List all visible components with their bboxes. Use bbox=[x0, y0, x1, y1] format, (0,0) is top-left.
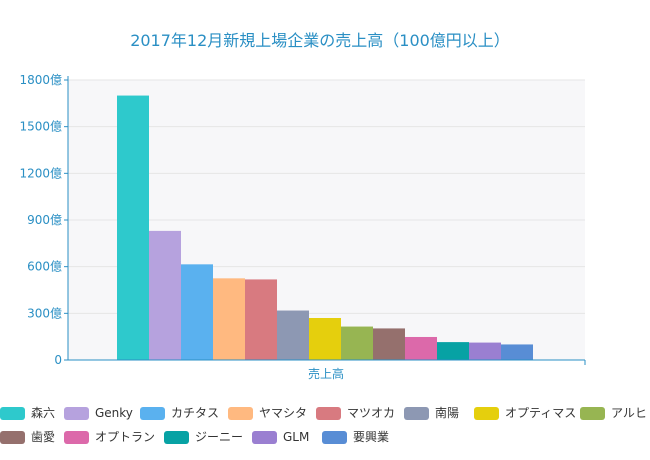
legend-swatch bbox=[164, 431, 189, 444]
legend-label: オプティマス bbox=[505, 406, 576, 420]
bar-5 bbox=[245, 279, 277, 360]
bar-9 bbox=[373, 328, 405, 360]
chart-title: 2017年12月新規上場企業の売上高（100億円以上） bbox=[130, 31, 510, 50]
y-axis-labels: 0 300億 600億 900億 1200億 1500億 1800億 bbox=[19, 73, 62, 367]
y-tick-label: 900億 bbox=[27, 213, 62, 227]
bar-2 bbox=[149, 230, 181, 360]
bars bbox=[117, 95, 533, 361]
legend-item-4[interactable]: ヤマシタ bbox=[228, 406, 307, 420]
legend-item-9[interactable]: 歯愛 bbox=[0, 430, 55, 444]
legend-item-3[interactable]: カチタス bbox=[140, 406, 219, 420]
bar-1 bbox=[117, 95, 149, 361]
bar-6 bbox=[277, 310, 309, 360]
legend-item-2[interactable]: Genky bbox=[64, 406, 133, 420]
legend-label: ジーニー bbox=[195, 430, 243, 444]
bar-8 bbox=[341, 326, 373, 360]
legend-item-6[interactable]: 南陽 bbox=[404, 405, 459, 420]
legend-swatch bbox=[0, 407, 25, 420]
bar-13 bbox=[501, 344, 533, 360]
legend-item-8[interactable]: アルヒ bbox=[580, 406, 647, 420]
legend-item-1[interactable]: 森六 bbox=[0, 405, 55, 420]
legend-label: GLM bbox=[283, 430, 309, 444]
legend-label: Genky bbox=[95, 406, 133, 420]
legend-swatch bbox=[140, 407, 165, 420]
bar-3 bbox=[181, 264, 213, 360]
legend-item-11[interactable]: ジーニー bbox=[164, 430, 243, 444]
legend-swatch bbox=[404, 407, 429, 420]
y-tick-label: 1800億 bbox=[19, 73, 62, 87]
legend-item-5[interactable]: マツオカ bbox=[316, 406, 395, 420]
legend-label: 南陽 bbox=[435, 405, 459, 420]
legend-swatch bbox=[252, 431, 277, 444]
legend-swatch bbox=[580, 407, 605, 420]
legend-item-7[interactable]: オプティマス bbox=[474, 406, 576, 420]
y-tick-label: 600億 bbox=[27, 260, 62, 274]
y-tick-label: 0 bbox=[54, 353, 62, 367]
y-tick-label: 300億 bbox=[27, 306, 62, 320]
legend-swatch bbox=[316, 407, 341, 420]
legend-label: マツオカ bbox=[347, 406, 395, 420]
legend-label: カチタス bbox=[171, 406, 219, 420]
axes bbox=[64, 76, 586, 365]
bar-4 bbox=[213, 278, 245, 360]
legend-swatch bbox=[64, 407, 89, 420]
legend-swatch bbox=[228, 407, 253, 420]
legend-item-12[interactable]: GLM bbox=[252, 430, 309, 444]
bar-11 bbox=[437, 342, 469, 360]
legend-label: 森六 bbox=[31, 405, 55, 420]
y-tick-label: 1500億 bbox=[19, 120, 62, 134]
legend-swatch bbox=[322, 431, 347, 444]
legend-label: ヤマシタ bbox=[259, 406, 307, 420]
bar-12 bbox=[469, 342, 501, 360]
legend-swatch bbox=[0, 431, 25, 444]
legend-item-10[interactable]: オプトラン bbox=[64, 430, 155, 444]
legend-label: 要興業 bbox=[353, 430, 389, 444]
legend-label: アルヒ bbox=[611, 406, 647, 420]
y-tick-label: 1200億 bbox=[19, 166, 62, 180]
bar-10 bbox=[405, 336, 437, 360]
legend-label: 歯愛 bbox=[31, 430, 55, 444]
legend-label: オプトラン bbox=[95, 430, 155, 444]
legend-swatch bbox=[474, 407, 499, 420]
legend-swatch bbox=[64, 431, 89, 444]
x-category-label: 売上高 bbox=[308, 366, 344, 381]
bar-7 bbox=[309, 318, 341, 360]
legend-item-13[interactable]: 要興業 bbox=[322, 430, 389, 444]
